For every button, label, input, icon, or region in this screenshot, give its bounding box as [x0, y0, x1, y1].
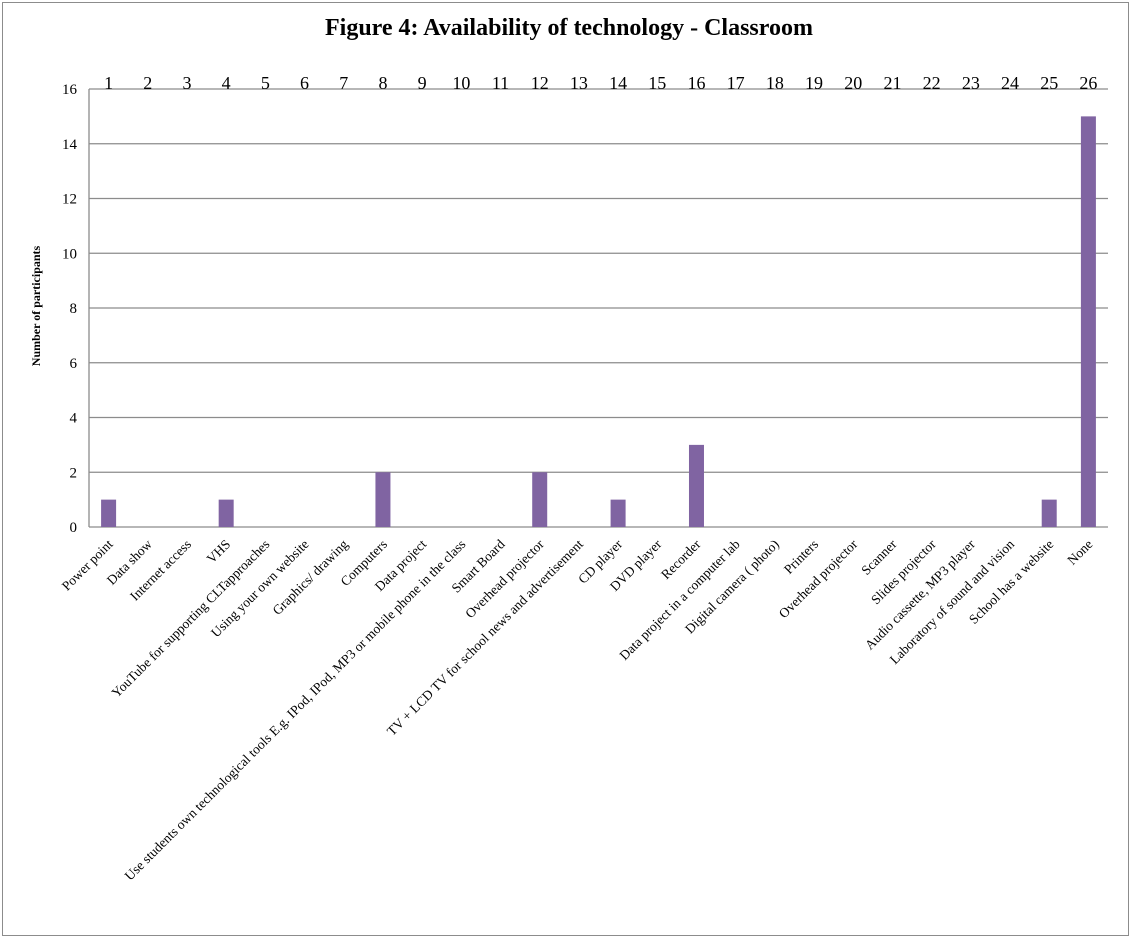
top-number-label: 3 — [182, 73, 191, 93]
y-tick-label: 16 — [62, 82, 78, 98]
category-label: VHS — [204, 537, 234, 567]
top-number-label: 10 — [452, 73, 470, 93]
y-tick-label: 10 — [62, 246, 77, 262]
bar-4 — [218, 499, 234, 527]
y-tick-label: 8 — [70, 301, 78, 317]
top-number-label: 17 — [727, 73, 745, 93]
top-number-label: 21 — [883, 73, 901, 93]
top-number-label: 2 — [143, 73, 152, 93]
top-number-label: 11 — [492, 73, 509, 93]
bar-16 — [688, 444, 704, 527]
top-number-label: 9 — [418, 73, 427, 93]
bar-1 — [101, 499, 117, 527]
gridlines — [88, 88, 1108, 528]
top-number-label: 1 — [104, 73, 113, 93]
top-number-label: 24 — [1001, 73, 1019, 93]
top-number-label: 20 — [844, 73, 862, 93]
top-number-label: 6 — [300, 73, 309, 93]
y-tick-label: 12 — [62, 192, 77, 208]
top-number-label: 16 — [687, 73, 705, 93]
y-tick-labels: 0 2 4 6 8 10 12 14 16 — [62, 82, 78, 536]
top-number-label: 4 — [222, 73, 231, 93]
top-number-label: 18 — [766, 73, 784, 93]
y-tick-label: 4 — [70, 411, 78, 427]
top-number-label: 26 — [1079, 73, 1097, 93]
chart-title: Figure 4: Availability of technology - C… — [325, 15, 813, 41]
y-tick-label: 6 — [70, 356, 78, 372]
top-number-label: 22 — [923, 73, 941, 93]
top-number-labels: 1 2 3 4 5 6 7 8 9 10 11 12 13 14 15 16 17 18 19 20 21 22 23 24 2… — [104, 73, 1097, 93]
y-tick-label: 0 — [70, 520, 78, 536]
top-number-label: 19 — [805, 73, 823, 93]
top-number-label: 8 — [378, 73, 387, 93]
bar-26 — [1080, 116, 1096, 527]
chart-canvas: Figure 4: Availability of technology - C… — [29, 15, 1108, 883]
y-tick-label: 2 — [70, 465, 78, 481]
bar-8 — [375, 472, 391, 527]
top-number-label: 15 — [648, 73, 666, 93]
top-number-label: 23 — [962, 73, 980, 93]
top-number-label: 25 — [1040, 73, 1058, 93]
bar-14 — [610, 499, 626, 527]
bar-25 — [1041, 499, 1057, 527]
top-number-label: 7 — [339, 73, 348, 93]
bar-12 — [532, 472, 548, 527]
top-number-label: 13 — [570, 73, 588, 93]
top-number-label: 12 — [531, 73, 549, 93]
top-number-label: 5 — [261, 73, 270, 93]
y-tick-label: 14 — [62, 137, 78, 153]
y-axis-label: Number of participants — [29, 245, 43, 366]
bars — [101, 116, 1096, 527]
category-label: Power point — [59, 536, 116, 593]
category-label: None — [1064, 537, 1095, 568]
top-number-label: 14 — [609, 73, 627, 93]
